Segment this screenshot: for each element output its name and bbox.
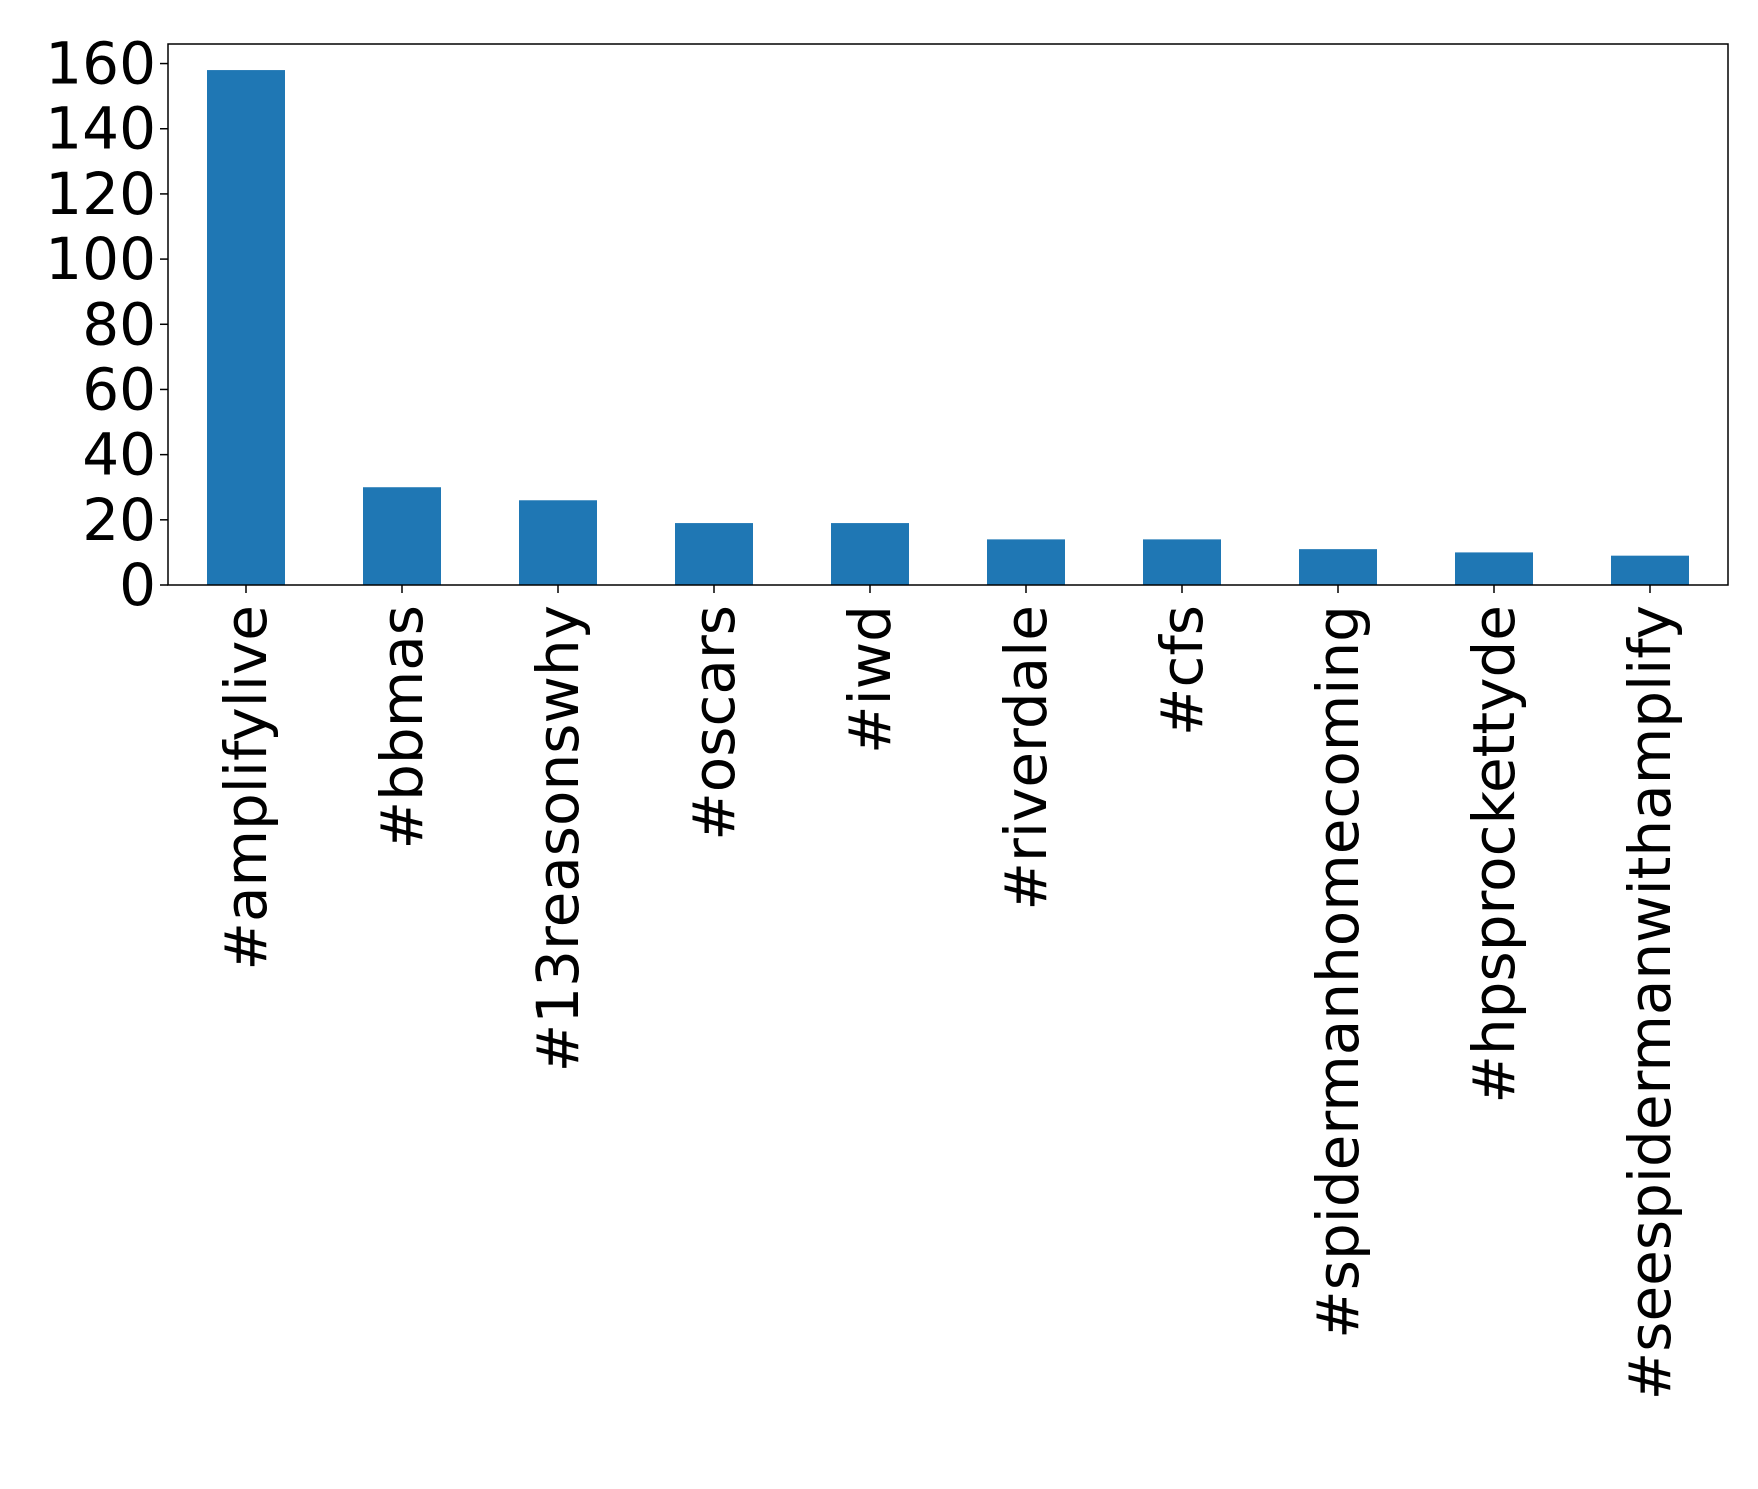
bar-hpsprockettyde [1455,552,1533,585]
x-tick-label: #spidermanhomecoming [1304,605,1372,1339]
bars-group [207,70,1689,586]
x-tick-label: #cfs [1148,605,1216,736]
x-tick-label: #amplifylive [212,605,280,971]
bar-seespidermanwithamplify [1611,555,1689,585]
y-tick-label: 80 [82,290,156,358]
x-tick-label: #bbmas [368,605,436,850]
bar-riverdale [987,539,1065,585]
x-tick-label: #hpsprockettyde [1460,605,1528,1104]
bar-cfs [1143,539,1221,585]
bar-13reasonswhy [519,500,597,585]
x-tick-label: #iwd [836,605,904,754]
y-tick-label: 140 [45,95,156,163]
y-tick-label: 60 [82,355,156,423]
bar-amplifylive [207,70,285,586]
y-tick-label: 0 [119,551,156,619]
x-tick-label: #13reasonswhy [524,605,592,1072]
y-tick-label: 100 [45,225,156,293]
y-tick-label: 160 [45,30,156,98]
y-tick-label: 20 [82,486,156,554]
bar-bbmas [363,487,441,585]
y-tick-label: 120 [45,160,156,228]
x-tick-label: #seespidermanwithamplify [1616,605,1684,1400]
x-tick-label: #oscars [680,605,748,841]
bar-iwd [831,523,909,585]
y-tick-label: 40 [82,421,156,489]
x-tick-label: #riverdale [992,605,1060,911]
bar-oscars [675,523,753,585]
bar-spidermanhomecoming [1299,549,1377,585]
x-axis: #amplifylive #bbmas #13reasonswhy #oscars #i… [212,585,1684,1400]
plot-frame [167,43,1729,586]
